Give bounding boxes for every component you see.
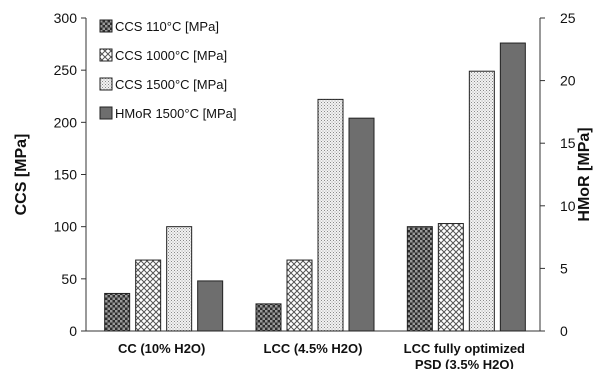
bar-ccs-110-c-mpa-2 [255,303,282,332]
left-y-tick-label: 300 [54,10,78,26]
x-category-label: PSD (3.5% H2O) [415,357,514,369]
right-y-tick-label: 15 [560,135,576,151]
x-category-label: CC (10% H2O) [118,341,205,356]
left-y-axis-label: CCS [MPa] [13,134,30,216]
bar-ccs-1500-c-mpa-3 [468,70,495,332]
right-y-axis-label: HMoR [MPa] [576,127,593,221]
bar-hmor-1500-c-mpa-1 [197,280,224,332]
legend: CCS 110°C [MPa] CCS 1000°C [MPa] CCS 1500°… [99,19,237,121]
bar-ccs-1000-c-mpa-3 [437,223,464,332]
legend-label: CCS 1500°C [MPa] [115,77,227,92]
legend-label: CCS 1000°C [MPa] [115,48,227,63]
right-y-tick-labels: 0 5 10 15 20 25 [540,10,576,339]
legend-label: HMoR 1500°C [MPa] [115,106,237,121]
bar-ccs-110-c-mpa-3 [406,226,433,332]
bar-hmor-1500-c-mpa-2 [348,117,375,332]
bar-ccs-1000-c-mpa-1 [135,259,162,332]
x-category-label: LCC (4.5% H2O) [264,341,363,356]
right-y-tick-label: 20 [560,73,576,89]
left-y-tick-labels: 0 50 100 150 200 250 300 [54,10,86,339]
bar-ccs-1000-c-mpa-2 [286,259,313,332]
bar-hmor-1500-c-mpa-3 [499,42,526,332]
legend-swatch [99,19,113,33]
bar-ccs-110-c-mpa-1 [104,292,131,332]
legend-swatch [99,48,113,62]
legend-swatch [99,77,113,91]
left-y-tick-label: 250 [54,62,78,78]
left-y-tick-label: 50 [61,271,77,287]
right-y-tick-label: 25 [560,10,576,26]
left-y-tick-label: 0 [69,323,77,339]
legend-swatch [99,106,113,120]
right-y-tick-label: 0 [560,323,568,339]
x-category-label: LCC fully optimized [404,341,525,356]
bar-ccs-1500-c-mpa-1 [166,226,193,332]
category-labels: CC (10% H2O) LCC (4.5% H2O) LCC fully opti… [118,341,525,369]
right-y-tick-label: 10 [560,198,576,214]
legend-label: CCS 110°C [MPa] [115,19,219,34]
bar-ccs-1500-c-mpa-2 [317,98,344,332]
left-y-tick-label: 100 [54,219,78,235]
left-y-tick-label: 200 [54,114,78,130]
left-y-tick-label: 150 [54,167,78,183]
right-y-tick-label: 5 [560,260,568,276]
bars [104,42,526,332]
